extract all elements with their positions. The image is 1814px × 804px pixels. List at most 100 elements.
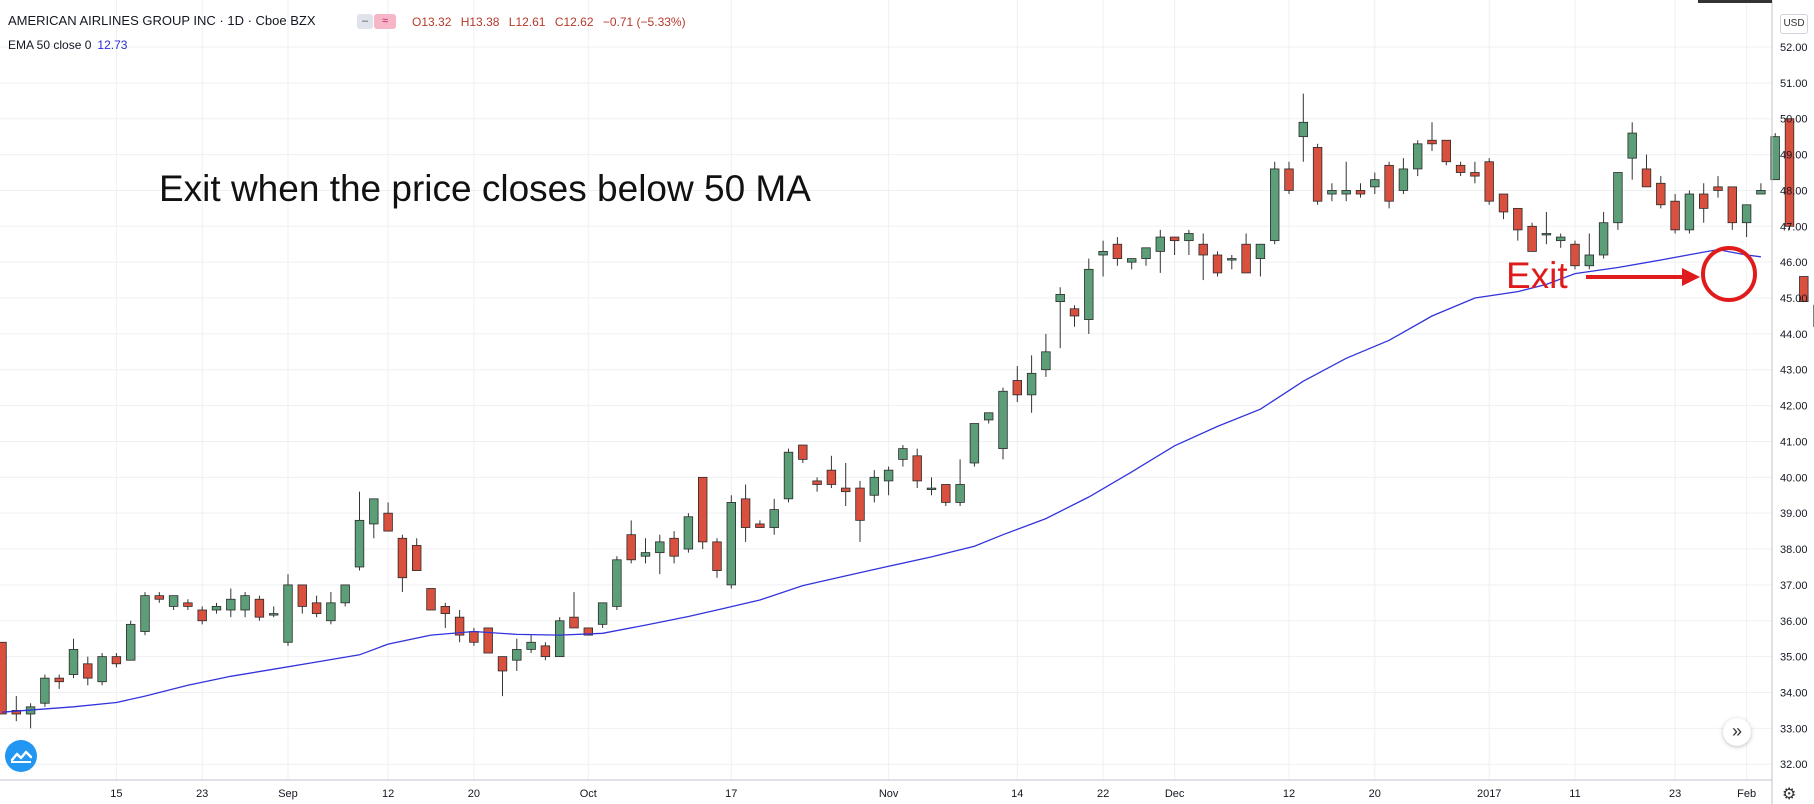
candle-body <box>540 645 551 658</box>
candle <box>826 455 837 489</box>
candle-body <box>769 509 779 528</box>
time-tick-label: Feb <box>1737 788 1756 800</box>
candle <box>1155 229 1166 273</box>
candle <box>1198 233 1208 281</box>
ohlc-low: L12.61 <box>508 15 546 29</box>
candle <box>354 491 365 571</box>
price-tick-label: 46.00 <box>1780 257 1808 269</box>
candle-body <box>1441 139 1452 163</box>
chart-grid <box>0 0 1772 780</box>
candle-body <box>426 588 436 611</box>
candle <box>1355 183 1366 198</box>
candle-body <box>1255 243 1266 259</box>
candle <box>83 656 93 686</box>
candle-body <box>1370 179 1380 188</box>
candle-body <box>998 390 1008 450</box>
collapse-icon[interactable]: – <box>357 14 373 29</box>
scroll-right-icon[interactable]: » <box>1723 718 1751 746</box>
candle-body <box>1484 161 1494 202</box>
candle <box>883 466 894 496</box>
candle <box>97 653 107 686</box>
candle <box>369 498 379 539</box>
candle <box>311 595 322 618</box>
candle-body <box>1570 243 1580 267</box>
currency-badge[interactable]: USD <box>1780 14 1808 34</box>
candle <box>1684 190 1695 234</box>
candle-body <box>1169 236 1180 242</box>
candle-body <box>569 616 579 629</box>
candle <box>411 538 422 571</box>
candle-body <box>655 541 665 554</box>
candle <box>783 448 794 503</box>
candle <box>597 602 608 628</box>
candle <box>1413 140 1423 177</box>
candle-body <box>1298 121 1309 138</box>
candle <box>1026 355 1037 413</box>
candle-body <box>354 519 365 568</box>
candle-body <box>812 480 822 485</box>
candle-body <box>11 710 22 715</box>
candle <box>283 574 293 646</box>
candle-body <box>369 498 379 525</box>
candle-body <box>1413 143 1423 170</box>
candle-body <box>211 606 222 611</box>
candle-body <box>469 631 479 643</box>
candle <box>1784 118 1795 230</box>
candle-body <box>1613 172 1623 224</box>
exit-marker <box>1586 246 1757 302</box>
compare-icon[interactable]: ≈ <box>374 14 396 29</box>
candle-body <box>1055 294 1065 303</box>
candle-body <box>1041 351 1051 371</box>
candle-body <box>1012 380 1023 396</box>
candle-body <box>326 602 336 622</box>
candle <box>426 588 436 611</box>
candle <box>841 462 851 507</box>
candle <box>1741 204 1752 238</box>
price-tick-label: 49.00 <box>1780 150 1808 162</box>
ohlc-high: H13.38 <box>460 15 500 29</box>
candle <box>68 638 79 679</box>
candle-body <box>254 598 265 618</box>
candle <box>1284 161 1294 195</box>
candle <box>1641 154 1652 188</box>
candle-body <box>54 677 64 683</box>
price-axis: 32.00 33.00 34.00 35.00 36.00 37.00 38.00 39.00… <box>1780 42 1808 771</box>
candle <box>1670 194 1680 234</box>
candle <box>926 477 937 496</box>
candle <box>1184 229 1194 255</box>
candle-body <box>1627 132 1637 159</box>
candle-body <box>483 627 493 654</box>
price-tick-label: 39.00 <box>1780 508 1808 520</box>
candle <box>1441 139 1452 166</box>
candle-body <box>240 595 250 611</box>
indicator-legend[interactable]: EMA 50 close 0 12.73 <box>8 38 127 52</box>
price-tick-label: 34.00 <box>1780 687 1808 699</box>
time-tick-label: 20 <box>468 788 480 800</box>
chart-logo-icon[interactable] <box>5 740 37 772</box>
candle <box>0 641 7 715</box>
candle-body <box>1770 136 1780 181</box>
candle-body <box>883 469 894 482</box>
candle <box>912 448 922 489</box>
candle-body <box>1541 233 1552 236</box>
candle <box>640 538 651 564</box>
time-tick-label: Dec <box>1165 788 1185 800</box>
candle-body <box>497 656 508 672</box>
ohlc-change: −0.71 (−5.33%) <box>602 15 686 29</box>
candle <box>1241 233 1251 274</box>
candle <box>512 638 522 671</box>
candle <box>1613 172 1623 230</box>
candle-body <box>912 455 922 482</box>
candle-body <box>68 649 79 675</box>
settings-gear-icon[interactable]: ⚙ <box>1782 786 1797 803</box>
candle-body <box>941 484 951 503</box>
candle <box>1713 176 1723 198</box>
candle <box>25 703 36 729</box>
candle-body <box>383 512 393 532</box>
symbol-legend[interactable]: AMERICAN AIRLINES GROUP INC · 1D · Cboe … <box>8 13 316 28</box>
candle <box>1556 233 1566 248</box>
candle-body <box>869 476 880 496</box>
candle-body <box>126 623 136 661</box>
candle <box>1169 236 1180 255</box>
